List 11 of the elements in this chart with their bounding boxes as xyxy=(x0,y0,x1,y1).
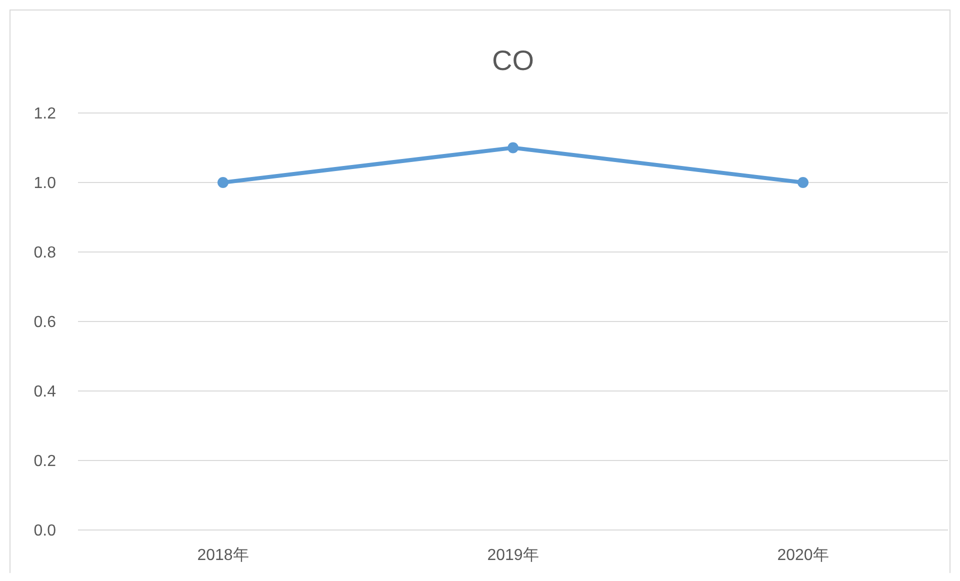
y-tick-label: 0.6 xyxy=(34,314,56,332)
y-tick-label: 1.2 xyxy=(34,106,56,123)
x-tick-label: 2018年 xyxy=(197,547,249,564)
x-tick-label: 2020年 xyxy=(777,547,829,564)
x-tick-label: 2019年 xyxy=(487,547,539,564)
y-tick-label: 0.4 xyxy=(34,384,56,401)
y-tick-label: 1.0 xyxy=(34,175,56,192)
chart-title: CO xyxy=(492,45,534,76)
y-tick-label: 0.2 xyxy=(34,453,56,470)
y-tick-label: 0.8 xyxy=(34,244,56,262)
y-tick-label: 0.0 xyxy=(34,522,56,540)
